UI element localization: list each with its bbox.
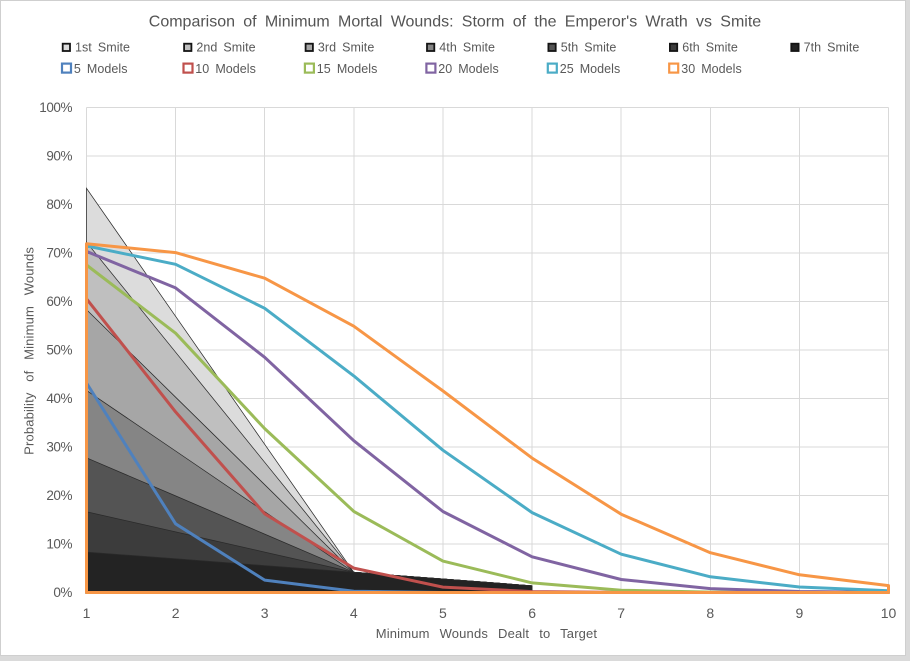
- svg-text:Minimum Wounds Dealt to Target: Minimum Wounds Dealt to Target: [376, 626, 598, 641]
- svg-text:5: 5: [439, 605, 447, 621]
- svg-text:1: 1: [83, 605, 91, 621]
- svg-text:10 Models: 10 Models: [195, 62, 256, 76]
- svg-text:3: 3: [261, 605, 269, 621]
- svg-text:9: 9: [796, 605, 804, 621]
- svg-text:7: 7: [617, 605, 625, 621]
- svg-text:25 Models: 25 Models: [560, 62, 621, 76]
- svg-text:80%: 80%: [46, 197, 72, 212]
- svg-text:4: 4: [350, 605, 358, 621]
- svg-text:7th Smite: 7th Smite: [804, 41, 860, 55]
- svg-text:70%: 70%: [46, 245, 72, 260]
- svg-text:3rd Smite: 3rd Smite: [318, 41, 374, 55]
- svg-text:8: 8: [706, 605, 714, 621]
- svg-text:0%: 0%: [53, 585, 72, 600]
- svg-text:2nd Smite: 2nd Smite: [196, 41, 255, 55]
- svg-text:20%: 20%: [46, 488, 72, 503]
- svg-text:30%: 30%: [46, 439, 72, 454]
- svg-text:90%: 90%: [46, 148, 72, 163]
- svg-text:100%: 100%: [39, 100, 72, 115]
- svg-text:6: 6: [528, 605, 536, 621]
- svg-text:20 Models: 20 Models: [438, 62, 499, 76]
- svg-text:10%: 10%: [46, 536, 72, 551]
- svg-text:6th Smite: 6th Smite: [682, 41, 738, 55]
- svg-text:60%: 60%: [46, 294, 72, 309]
- svg-text:15 Models: 15 Models: [317, 62, 378, 76]
- svg-text:40%: 40%: [46, 391, 72, 406]
- svg-text:Probability of Minimum Wounds: Probability of Minimum Wounds: [21, 247, 36, 455]
- svg-text:50%: 50%: [46, 342, 72, 357]
- svg-text:Comparison of Minimum Mortal W: Comparison of Minimum Mortal Wounds: Sto…: [149, 14, 762, 31]
- svg-text:4th Smite: 4th Smite: [439, 41, 495, 55]
- svg-text:5 Models: 5 Models: [74, 62, 128, 76]
- svg-text:5th Smite: 5th Smite: [561, 41, 617, 55]
- svg-text:30 Models: 30 Models: [681, 62, 742, 76]
- svg-text:10: 10: [881, 605, 897, 621]
- svg-text:1st Smite: 1st Smite: [75, 41, 130, 55]
- svg-text:2: 2: [172, 605, 180, 621]
